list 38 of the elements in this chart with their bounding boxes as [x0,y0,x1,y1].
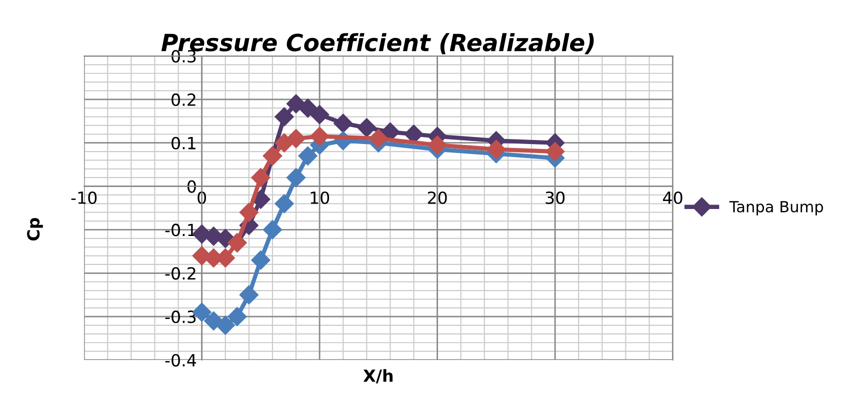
x-tick-label: 20 [428,191,447,204]
point [286,168,306,188]
point [368,128,388,148]
point [357,118,376,138]
point [228,307,247,326]
x-tick-label: 10 [310,191,330,204]
x-tick-label: 0 [198,191,206,204]
x-axis-title: X/h [363,369,393,384]
point [334,114,353,133]
point [274,194,294,214]
point [286,128,306,148]
x-tick-label: 30 [546,191,565,204]
point [486,140,506,159]
legend-label: Tanpa Bump [729,201,824,216]
point [262,220,282,240]
point [310,105,330,124]
y-axis-title: Cp [27,218,43,241]
point [239,202,258,222]
y-tick-label: -0.2 [165,267,196,280]
y-tick-label: -0.4 [165,354,196,367]
x-tick-label: -10 [71,191,97,204]
y-tick-label: 0 [187,180,196,193]
x-tick-label: 40 [663,191,682,204]
point [310,126,330,146]
point [251,250,270,270]
y-tick-label: 0.2 [172,93,196,106]
point [239,285,258,304]
y-tick-label: 0.1 [172,136,196,150]
y-tick-label: -0.1 [165,224,196,236]
point [204,311,224,330]
point [286,94,306,114]
point [274,107,294,126]
point [298,98,318,118]
point [251,168,270,188]
point [546,142,565,162]
point [428,135,447,155]
point [216,316,235,335]
point [298,146,318,166]
